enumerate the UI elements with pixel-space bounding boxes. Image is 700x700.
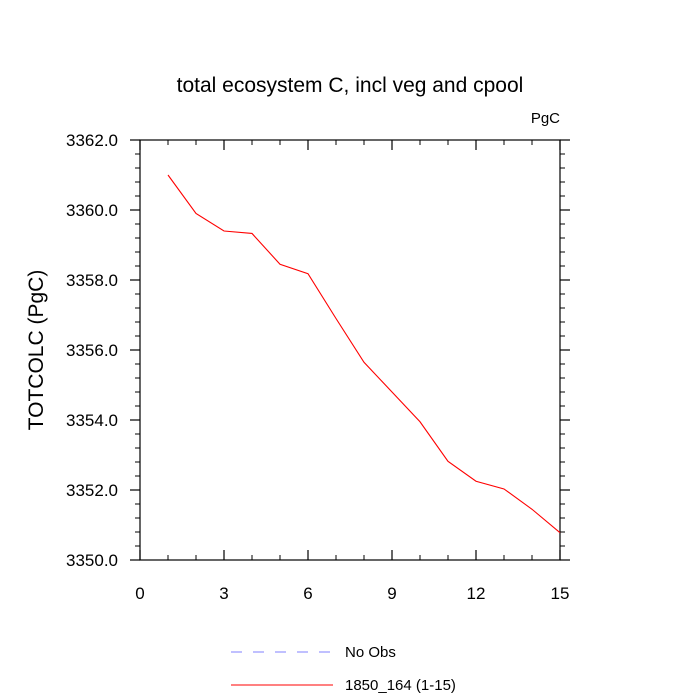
y-tick-labels: 3350.0 3352.0 3354.0 3356.0 3358.0 3360.0 3362… — [66, 131, 118, 570]
y-tick-label: 3362.0 — [66, 131, 118, 150]
y-tick-label: 3350.0 — [66, 551, 118, 570]
x-tick-label: 12 — [467, 584, 486, 603]
x-tick-label: 6 — [303, 584, 312, 603]
y-tick-label: 3352.0 — [66, 481, 118, 500]
legend-label: No Obs — [345, 644, 396, 661]
x-tick-label: 9 — [387, 584, 396, 603]
axis-ticks — [130, 139, 570, 561]
legend-label: 1850_164 (1-15) — [345, 677, 456, 694]
series-group — [167, 174, 561, 534]
x-tick-label: 3 — [219, 584, 228, 603]
series-line — [167, 174, 561, 534]
y-tick-label: 3354.0 — [66, 411, 118, 430]
y-tick-label: 3358.0 — [66, 271, 118, 290]
x-tick-labels: 0 3 6 9 12 15 — [135, 584, 569, 603]
legend: No Obs 1850_164 (1-15) — [231, 644, 456, 694]
x-tick-label: 0 — [135, 584, 144, 603]
units-label: PgC — [531, 110, 560, 127]
y-axis-label: TOTCOLC (PgC) — [25, 270, 48, 431]
x-tick-label: 15 — [551, 584, 570, 603]
plot-frame — [139, 139, 561, 561]
chart-title: total ecosystem C, incl veg and cpool — [177, 74, 524, 97]
y-tick-label: 3356.0 — [66, 341, 118, 360]
y-tick-label: 3360.0 — [66, 201, 118, 220]
